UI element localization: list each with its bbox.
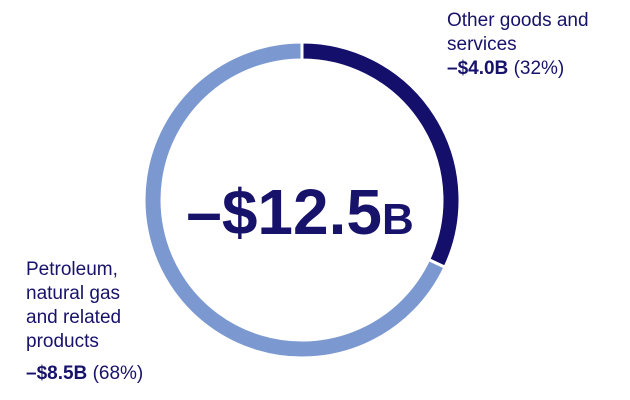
category-label: Other goods and services bbox=[447, 10, 589, 55]
category-label: Petroleum, natural gas and related produ… bbox=[26, 259, 122, 352]
center-label: –$12.5B bbox=[186, 176, 414, 248]
label-block: Other goods and services –$4.0B (32%) bbox=[447, 9, 597, 81]
center-amount: –$12.5 bbox=[186, 176, 382, 248]
percent-label: (32%) bbox=[513, 58, 565, 79]
amount-label: –$4.0B bbox=[447, 58, 509, 79]
percent-label: (68%) bbox=[92, 363, 144, 384]
donut-segment bbox=[142, 40, 447, 360]
amount-label: –$8.5B bbox=[26, 363, 88, 384]
center-suffix: B bbox=[382, 195, 414, 244]
donut bbox=[142, 40, 462, 360]
label-block: Petroleum, natural gas and related produ… bbox=[26, 258, 154, 386]
